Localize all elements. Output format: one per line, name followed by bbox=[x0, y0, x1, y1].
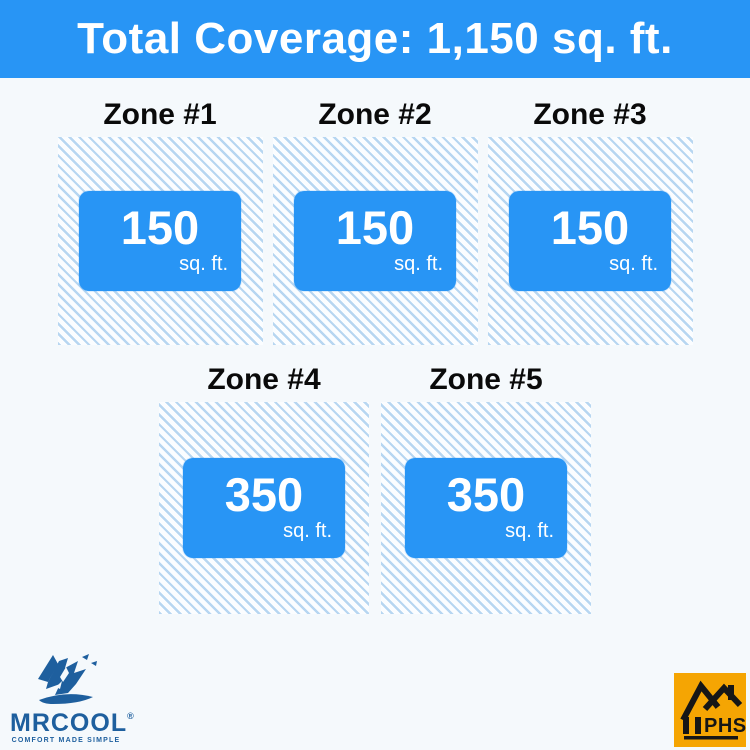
mrcool-wordmark: MRCOOL® bbox=[10, 703, 134, 736]
registered-trademark-symbol: ® bbox=[127, 711, 135, 721]
zones-row-bottom: Zone #4 350 sq. ft. Zone #5 350 sq. ft. bbox=[0, 359, 750, 614]
coverage-unit: sq. ft. bbox=[283, 520, 332, 542]
coverage-badge: 150 sq. ft. bbox=[509, 191, 671, 291]
coverage-badge: 150 sq. ft. bbox=[79, 191, 241, 291]
phs-wordmark: PHS bbox=[704, 715, 746, 737]
zone-label: Zone #1 bbox=[103, 98, 217, 131]
zone-coverage-area: 350 sq. ft. bbox=[159, 402, 369, 614]
zone-card-4: Zone #4 350 sq. ft. bbox=[159, 359, 369, 614]
coverage-value: 150 bbox=[335, 201, 415, 254]
coverage-badge: 350 sq. ft. bbox=[183, 458, 345, 558]
mrcool-logo: MRCOOL® COMFORT MADE SIMPLE bbox=[10, 651, 134, 744]
coverage-value: 350 bbox=[446, 468, 526, 521]
zone-card-1: Zone #1 150 sq. ft. bbox=[57, 94, 263, 345]
zones-grid: Zone #1 150 sq. ft. Zone #2 150 sq. ft. … bbox=[0, 94, 750, 614]
coverage-badge: 350 sq. ft. bbox=[405, 458, 567, 558]
zone-coverage-area: 150 sq. ft. bbox=[272, 137, 478, 345]
phs-underline bbox=[684, 736, 738, 740]
zone-label: Zone #3 bbox=[533, 98, 647, 131]
mrcool-penguin-icon bbox=[38, 654, 97, 704]
zone-label: Zone #4 bbox=[207, 363, 321, 396]
zone-coverage-area: 350 sq. ft. bbox=[381, 402, 591, 614]
coverage-unit: sq. ft. bbox=[505, 520, 554, 542]
coverage-badge: 150 sq. ft. bbox=[294, 191, 456, 291]
zone-label: Zone #5 bbox=[429, 363, 543, 396]
zone-card-3: Zone #3 150 sq. ft. bbox=[487, 94, 693, 345]
page-title: Total Coverage: 1,150 sq. ft. bbox=[77, 14, 673, 63]
zones-row-top: Zone #1 150 sq. ft. Zone #2 150 sq. ft. … bbox=[0, 94, 750, 345]
zone-coverage-area: 150 sq. ft. bbox=[487, 137, 693, 345]
zone-card-5: Zone #5 350 sq. ft. bbox=[381, 359, 591, 614]
phs-house-roof-icon bbox=[680, 680, 743, 734]
coverage-value: 350 bbox=[224, 468, 304, 521]
coverage-unit: sq. ft. bbox=[179, 253, 228, 275]
zone-label: Zone #2 bbox=[318, 98, 432, 131]
coverage-unit: sq. ft. bbox=[609, 253, 658, 275]
coverage-value: 150 bbox=[120, 201, 200, 254]
coverage-unit: sq. ft. bbox=[394, 253, 443, 275]
phs-logo: PHS bbox=[674, 673, 746, 747]
zone-coverage-area: 150 sq. ft. bbox=[57, 137, 263, 345]
zone-card-2: Zone #2 150 sq. ft. bbox=[272, 94, 478, 345]
mrcool-wordmark-text: MRCOOL bbox=[10, 709, 128, 737]
total-coverage-banner: Total Coverage: 1,150 sq. ft. bbox=[0, 0, 750, 78]
coverage-value: 150 bbox=[550, 201, 630, 254]
mrcool-tagline: COMFORT MADE SIMPLE bbox=[11, 737, 121, 744]
